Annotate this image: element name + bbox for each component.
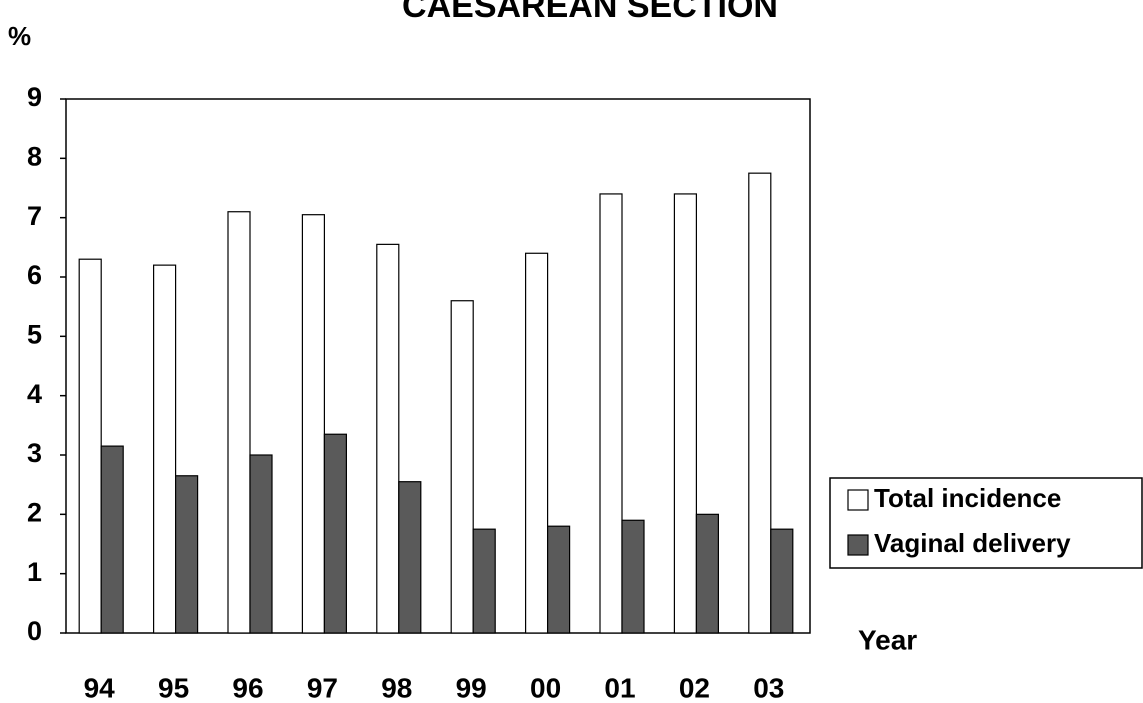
- legend-swatch: [847, 489, 869, 511]
- x-axis-label: Year: [858, 624, 917, 655]
- y-tick-label: 1: [27, 557, 42, 587]
- bar: [770, 528, 794, 634]
- x-tick-label: 99: [456, 672, 487, 703]
- bar: [175, 475, 199, 634]
- plot-area: [65, 98, 811, 634]
- legend-label: Total incidence: [874, 483, 1061, 513]
- bar: [301, 214, 325, 634]
- x-tick-label: 02: [679, 672, 710, 703]
- bar: [472, 528, 496, 634]
- bar: [524, 252, 549, 634]
- bar: [153, 264, 177, 634]
- bar: [546, 525, 571, 634]
- legend-label: Vaginal delivery: [874, 528, 1071, 558]
- bar: [450, 300, 474, 634]
- bar: [100, 445, 124, 634]
- bar: [78, 258, 102, 634]
- bar: [695, 513, 720, 634]
- y-tick-label: 6: [27, 260, 42, 290]
- y-tick-label: 5: [27, 319, 42, 349]
- x-tick-label: 95: [158, 672, 189, 703]
- x-tick-label: 98: [381, 672, 412, 703]
- x-tick-label: 03: [753, 672, 784, 703]
- bar: [748, 172, 772, 634]
- y-tick-label: 3: [27, 438, 42, 468]
- bar: [249, 454, 273, 634]
- y-axis-label: %: [8, 21, 31, 51]
- bar: [673, 193, 698, 634]
- y-tick-label: 9: [27, 82, 42, 112]
- y-tick-label: 7: [27, 201, 42, 231]
- bar: [398, 481, 422, 634]
- chart-title: CAESAREAN SECTION: [402, 0, 778, 25]
- bar: [599, 193, 623, 634]
- x-tick-label: 00: [530, 672, 561, 703]
- legend-box: [829, 477, 1143, 569]
- bar: [323, 433, 347, 634]
- bar: [376, 243, 400, 634]
- y-tick-label: 8: [27, 141, 42, 171]
- y-tick-label: 4: [27, 379, 42, 409]
- x-tick-label: 94: [84, 672, 116, 703]
- bar: [621, 519, 645, 634]
- x-tick-label: 96: [232, 672, 263, 703]
- y-tick-label: 0: [27, 616, 42, 646]
- y-tick-label: 2: [27, 497, 42, 527]
- x-tick-label: 97: [307, 672, 338, 703]
- legend-swatch: [847, 534, 869, 556]
- bar: [227, 211, 251, 634]
- x-tick-label: 01: [604, 672, 635, 703]
